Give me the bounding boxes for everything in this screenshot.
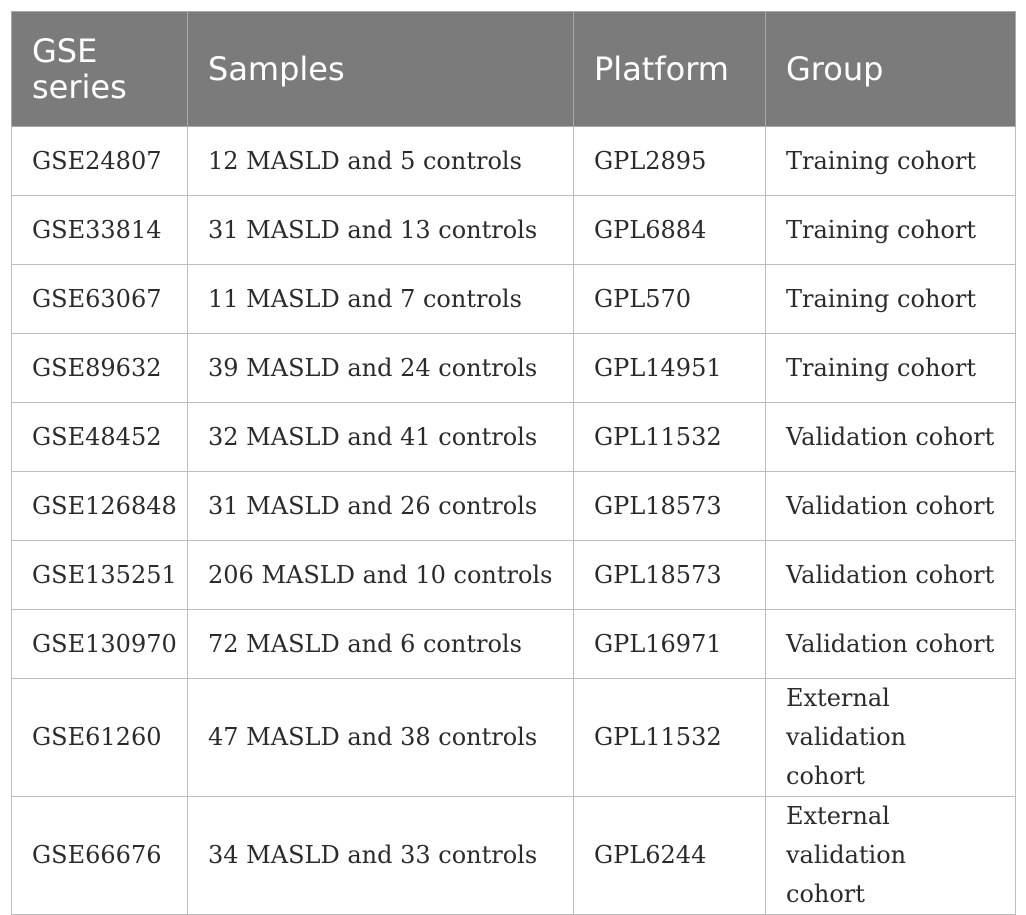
cell-samples: 12 MASLD and 5 controls [187, 126, 574, 196]
table-row: GSE89632 39 MASLD and 24 controls GPL149… [11, 333, 1016, 403]
cell-samples: 72 MASLD and 6 controls [187, 609, 574, 679]
cell-group: External validation cohort [765, 678, 1016, 797]
cell-group: Training cohort [765, 126, 1016, 196]
cell-platform: GPL11532 [573, 402, 766, 472]
header-platform: Platform [573, 11, 766, 127]
cell-group: External validation cohort [765, 796, 1016, 915]
cell-samples: 47 MASLD and 38 controls [187, 678, 574, 797]
table-row: GSE126848 31 MASLD and 26 controls GPL18… [11, 471, 1016, 541]
cell-platform: GPL570 [573, 264, 766, 334]
cell-series: GSE61260 [11, 678, 188, 797]
header-row: GSE series Samples Platform Group [11, 11, 1016, 127]
cell-samples: 31 MASLD and 13 controls [187, 195, 574, 265]
cell-samples: 34 MASLD and 33 controls [187, 796, 574, 915]
cell-series: GSE89632 [11, 333, 188, 403]
cell-group: Validation cohort [765, 402, 1016, 472]
cell-group: Training cohort [765, 195, 1016, 265]
cell-platform: GPL18573 [573, 540, 766, 610]
cell-platform: GPL2895 [573, 126, 766, 196]
cell-samples: 39 MASLD and 24 controls [187, 333, 574, 403]
table-row: GSE48452 32 MASLD and 41 controls GPL115… [11, 402, 1016, 472]
table-row: GSE135251 206 MASLD and 10 controls GPL1… [11, 540, 1016, 610]
cell-platform: GPL11532 [573, 678, 766, 797]
cell-group: Validation cohort [765, 471, 1016, 541]
cell-platform: GPL6884 [573, 195, 766, 265]
cell-samples: 31 MASLD and 26 controls [187, 471, 574, 541]
header-gse-series: GSE series [11, 11, 188, 127]
cell-samples: 11 MASLD and 7 controls [187, 264, 574, 334]
cell-group: Validation cohort [765, 540, 1016, 610]
table-row: GSE24807 12 MASLD and 5 controls GPL2895… [11, 126, 1016, 196]
cell-series: GSE135251 [11, 540, 188, 610]
cell-series: GSE66676 [11, 796, 188, 915]
header-group: Group [765, 11, 1016, 127]
cell-series: GSE24807 [11, 126, 188, 196]
cell-series: GSE126848 [11, 471, 188, 541]
table-row: GSE61260 47 MASLD and 38 controls GPL115… [11, 678, 1016, 797]
cell-samples: 32 MASLD and 41 controls [187, 402, 574, 472]
cell-platform: GPL18573 [573, 471, 766, 541]
cell-platform: GPL16971 [573, 609, 766, 679]
cell-samples: 206 MASLD and 10 controls [187, 540, 574, 610]
cell-series: GSE130970 [11, 609, 188, 679]
table-body: GSE24807 12 MASLD and 5 controls GPL2895… [11, 126, 1016, 915]
table-row: GSE63067 11 MASLD and 7 controls GPL570 … [11, 264, 1016, 334]
cell-series: GSE63067 [11, 264, 188, 334]
table-row: GSE130970 72 MASLD and 6 controls GPL169… [11, 609, 1016, 679]
header-samples: Samples [187, 11, 574, 127]
cell-group: Training cohort [765, 333, 1016, 403]
cell-series: GSE48452 [11, 402, 188, 472]
data-table: GSE series Samples Platform Group GSE248… [11, 11, 1016, 915]
table-row: GSE66676 34 MASLD and 33 controls GPL624… [11, 796, 1016, 915]
cell-series: GSE33814 [11, 195, 188, 265]
cell-group: Validation cohort [765, 609, 1016, 679]
cell-platform: GPL6244 [573, 796, 766, 915]
table-header: GSE series Samples Platform Group [11, 11, 1016, 127]
cell-platform: GPL14951 [573, 333, 766, 403]
table-row: GSE33814 31 MASLD and 13 controls GPL688… [11, 195, 1016, 265]
cell-group: Training cohort [765, 264, 1016, 334]
